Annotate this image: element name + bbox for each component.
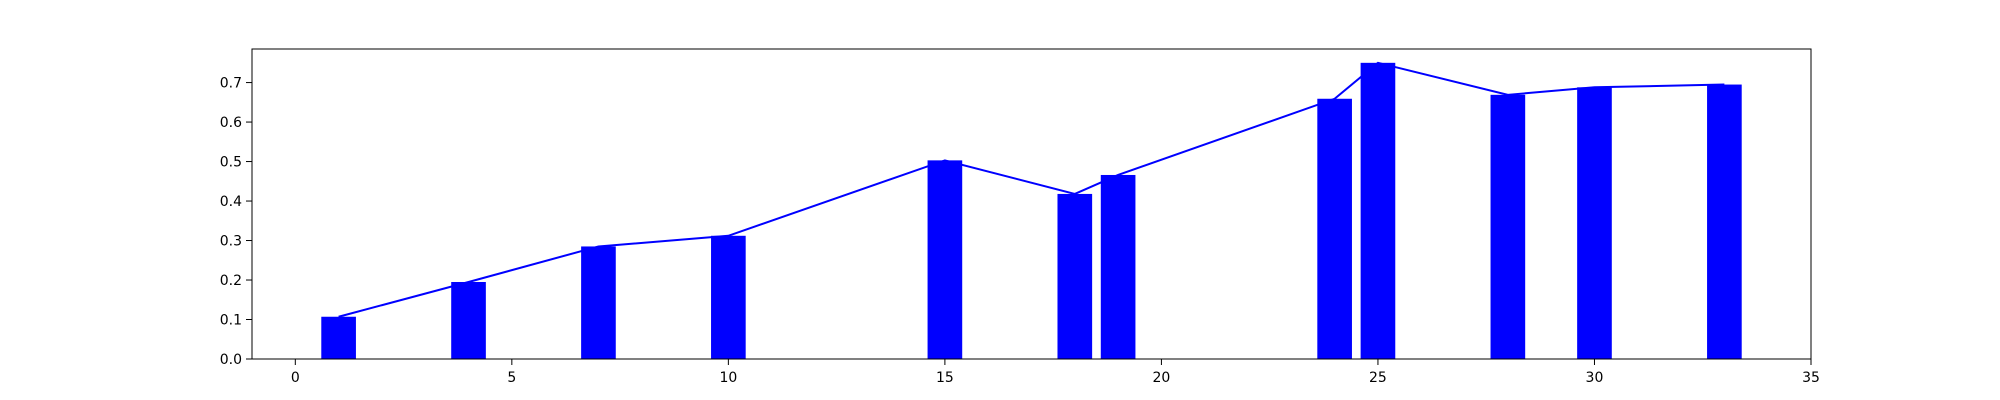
bar <box>1707 84 1742 359</box>
y-tick-label: 0.3 <box>220 234 242 250</box>
bar <box>321 316 356 359</box>
y-axis-ticks: 0.0 0.1 0.2 0.3 0.4 0.5 0.6 0.7 <box>220 76 252 368</box>
x-tick-label: 20 <box>1153 370 1171 386</box>
bar <box>581 246 616 359</box>
y-tick-label: 0.6 <box>220 115 242 131</box>
bar <box>927 160 963 359</box>
y-tick-label: 0.7 <box>220 76 242 92</box>
series-line <box>338 61 1725 318</box>
x-tick-label: 10 <box>719 370 737 386</box>
x-tick-label: 25 <box>1369 370 1387 386</box>
y-tick-label: 0.5 <box>220 155 242 171</box>
x-tick-label: 0 <box>291 370 300 386</box>
y-tick-label: 0.1 <box>220 313 242 329</box>
bar <box>1057 193 1093 359</box>
bar <box>1490 94 1526 360</box>
bar <box>451 281 486 359</box>
y-tick-label: 0.0 <box>220 352 242 368</box>
x-tick-label: 15 <box>936 370 954 386</box>
axes-frame <box>251 48 1812 360</box>
bar <box>1360 62 1396 359</box>
bar <box>1577 87 1612 360</box>
x-tick-label: 5 <box>507 370 516 386</box>
y-tick-label: 0.2 <box>220 273 242 289</box>
bar <box>1100 174 1136 359</box>
bar <box>1317 98 1352 359</box>
bars-layer <box>321 62 1742 360</box>
x-tick-label: 35 <box>1802 370 1820 386</box>
x-tick-label: 30 <box>1586 370 1604 386</box>
line-layer <box>338 61 1725 318</box>
bar <box>711 235 746 359</box>
y-tick-label: 0.4 <box>220 194 242 210</box>
x-axis-ticks: 0 5 10 15 20 25 30 35 <box>291 359 1820 386</box>
